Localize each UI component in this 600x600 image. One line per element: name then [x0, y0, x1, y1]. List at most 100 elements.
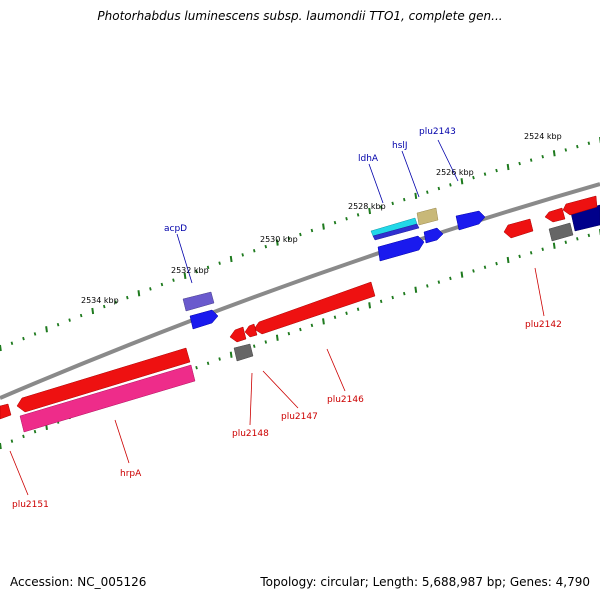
forward-strand-features	[182, 204, 600, 330]
genome-summary-text: Topology: circular; Length: 5,688,987 bp…	[260, 575, 590, 589]
leader-line-plu2142	[534, 267, 545, 317]
scale-tick	[22, 434, 25, 439]
scale-tick	[529, 158, 533, 162]
scale-tick	[172, 278, 175, 282]
scale-tick	[437, 186, 441, 191]
gene-feature[interactable]	[244, 323, 258, 338]
scale-tick	[368, 302, 372, 309]
scale-tick	[68, 318, 71, 322]
scale-tick	[483, 172, 487, 176]
scale-tick	[460, 271, 464, 278]
gene-feature[interactable]	[544, 207, 566, 223]
scale-tick	[137, 290, 141, 297]
scale-tick	[541, 247, 544, 252]
gene-feature[interactable]	[562, 195, 598, 216]
gene-feature[interactable]	[16, 347, 191, 413]
scale-tick	[426, 284, 429, 288]
reverse-strand-features	[0, 195, 598, 433]
scale-tick	[506, 163, 510, 171]
scale-tick	[356, 213, 360, 217]
outer-scale-ticks	[0, 137, 600, 352]
scale-tick	[576, 237, 579, 241]
scale-tick	[206, 361, 210, 366]
scale-tick	[0, 442, 2, 450]
scale-tick	[402, 197, 406, 202]
leader-line-hslJ	[401, 150, 420, 198]
scale-tick	[368, 207, 372, 215]
scale-tick	[45, 326, 48, 333]
scale-tick	[114, 300, 118, 304]
scale-tick	[252, 248, 256, 253]
scale-tick	[275, 334, 279, 341]
scale-tick	[345, 311, 348, 315]
scale-tick	[333, 315, 337, 320]
gene-label-plu2151[interactable]: plu2151	[12, 500, 49, 510]
leader-line-hrpA	[114, 419, 130, 464]
scale-tick	[483, 265, 487, 269]
scale-tick	[195, 269, 198, 274]
gene-feature[interactable]	[233, 343, 254, 362]
scale-tick	[564, 240, 568, 245]
scale-tick	[472, 269, 475, 273]
scale-tick	[218, 261, 221, 265]
scale-tick	[472, 175, 475, 180]
scale-tick	[10, 439, 14, 443]
gene-feature[interactable]	[189, 309, 219, 330]
gene-feature[interactable]	[548, 222, 574, 242]
scale-tick	[33, 429, 37, 434]
scale-tick	[379, 299, 383, 304]
gene-label-hslJ[interactable]: hslJ	[392, 141, 408, 151]
gene-feature[interactable]	[229, 326, 247, 343]
scale-tick	[264, 340, 268, 344]
scale-tick	[10, 341, 14, 346]
gene-label-ldhA[interactable]: ldhA	[358, 154, 379, 164]
scale-tick	[126, 295, 129, 300]
scale-tick	[449, 276, 452, 281]
gene-label-plu2146[interactable]: plu2146	[327, 395, 364, 405]
scale-tick	[91, 307, 95, 315]
gene-feature[interactable]	[377, 235, 425, 262]
gene-feature[interactable]	[503, 218, 534, 239]
scale-tick	[0, 344, 2, 352]
scale-tick	[275, 239, 279, 246]
scale-tick	[206, 265, 210, 270]
scale-tick	[56, 322, 60, 327]
leader-line-acpD	[176, 233, 193, 284]
gene-label-plu2143[interactable]: plu2143	[419, 127, 456, 137]
gene-feature[interactable]	[423, 227, 444, 244]
scale-tick	[345, 216, 348, 221]
scale-tick	[495, 168, 498, 173]
scale-tick	[229, 351, 233, 358]
scale-tick	[333, 220, 337, 225]
gene-label-plu2148[interactable]: plu2148	[232, 429, 269, 439]
scale-tick	[426, 190, 429, 194]
gene-feature[interactable]	[455, 210, 486, 231]
gene-feature[interactable]	[182, 291, 215, 312]
gene-label-acpD[interactable]: acpD	[164, 224, 187, 234]
scale-tick	[552, 150, 556, 157]
scale-tick	[518, 161, 521, 166]
scale-tick	[22, 336, 25, 341]
accession-text: Accession: NC_005126	[10, 575, 147, 589]
scale-tick	[576, 144, 579, 149]
gene-label-plu2142[interactable]: plu2142	[525, 320, 562, 330]
gene-feature[interactable]	[416, 207, 439, 226]
map-title: Photorhabdus luminescens subsp. laumondi…	[97, 9, 503, 23]
scale-tick	[160, 282, 164, 287]
gene-feature[interactable]	[0, 403, 12, 420]
scale-tick	[529, 251, 533, 255]
scale-label-2526: 2526 kbp	[436, 168, 474, 177]
leader-line-plu2148	[249, 372, 253, 426]
gene-feature[interactable]	[372, 223, 420, 241]
scale-tick	[299, 327, 302, 332]
scale-tick	[391, 295, 394, 300]
scale-tick	[356, 307, 360, 312]
scale-label-2524: 2524 kbp	[524, 132, 562, 141]
gene-label-plu2147[interactable]: plu2147	[281, 412, 318, 422]
scale-label-2534: 2534 kbp	[81, 296, 119, 305]
gene-label-hrpA[interactable]: hrpA	[120, 469, 142, 479]
scale-tick	[449, 183, 452, 187]
scale-tick	[587, 233, 591, 238]
gene-feature[interactable]	[19, 364, 196, 433]
